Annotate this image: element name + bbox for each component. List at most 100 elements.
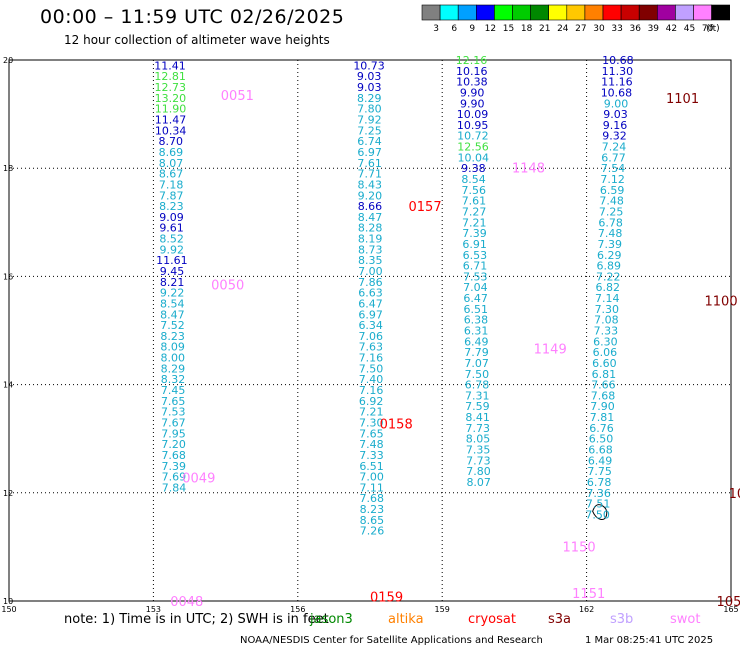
wave-height-value: 8.05 [466,433,491,446]
wave-height-value: 7.95 [161,427,186,440]
wave-height-value: 6.97 [358,308,383,321]
wave-height-value: 7.71 [357,168,382,181]
colorbar-swatch [530,4,549,21]
wave-height-value: 10.68 [601,86,633,99]
colorbar-label: 36 [629,24,641,34]
wave-height-value: 13.20 [155,92,187,105]
latitude-tick-label: 16 [3,272,13,281]
colorbar-label: 27 [575,24,586,34]
wave-height-value: 7.40 [359,373,384,386]
wave-height-value: 7.92 [357,114,382,127]
wave-height-value: 7.66 [591,379,616,392]
colorbar-legend: 3 6 9 12 15 18 21 24 27 30 33 36 39 42 45 70(ft) [421,4,730,34]
wave-height-value: 6.92 [359,395,384,408]
colorbar-swatch [638,4,658,21]
wave-height-value: 10.34 [155,124,187,137]
pass-time-label: 0049 [182,472,215,487]
wave-height-value: 6.71 [463,260,488,273]
wave-height-value: 7.45 [161,384,186,397]
wave-height-value: 11.47 [155,114,187,127]
longitude-tick-label: 165 [723,605,738,614]
wave-height-value: 8.09 [160,341,185,354]
pass-time-label: 0157 [409,200,442,215]
wave-height-value: 8.23 [160,330,185,343]
wave-height-value: 8.29 [161,362,186,375]
wave-height-value: 7.48 [359,438,384,451]
wave-height-value: 7.90 [590,400,615,413]
wave-height-value: 7.52 [160,319,185,332]
satellite-legend-jason3: jason3 [310,612,353,627]
colorbar-label: 45 [684,24,695,34]
colorbar-label: 12 [485,24,496,34]
wave-height-value: 6.38 [464,314,489,327]
wave-height-value: 7.59 [465,400,490,413]
wave-height-value: 8.32 [161,373,186,386]
wave-height-value: 7.73 [466,454,491,467]
wave-height-value: 6.74 [357,135,382,148]
wave-height-value: 6.50 [589,433,614,446]
wave-height-value: 8.23 [159,200,184,213]
colorbar-label: 6 [451,24,457,34]
altimeter-tracks: 11.4112.8112.7313.2011.9011.4710.348.708… [154,54,633,538]
wave-height-value: 6.77 [601,151,626,164]
pass-time-label: 1100 [705,295,738,310]
wave-height-value: 7.68 [161,449,186,462]
page-title: 00:00 – 11:59 UTC 02/26/2025 [40,6,345,28]
wave-height-value: 9.90 [460,97,485,110]
wave-height-value: 6.63 [358,287,383,300]
page-subtitle: 12 hour collection of altimeter wave hei… [64,33,330,47]
colorbar-swatch [620,4,640,21]
colorbar-swatch [475,4,495,21]
wave-height-value: 7.24 [602,141,627,154]
wave-height-value: 9.61 [159,222,184,235]
footer-note: note: 1) Time is in UTC; 2) SWH is in fe… [64,612,329,627]
wave-height-value: 9.16 [603,119,628,132]
wave-height-value: 8.07 [159,157,184,170]
wave-height-value: 6.78 [587,476,612,489]
wave-height-value: 6.51 [464,303,489,316]
colorbar-swatch [512,4,531,21]
wave-height-value: 7.39 [462,227,487,240]
colorbar-label: 42 [666,24,677,34]
wave-height-value: 7.30 [359,416,384,429]
wave-height-value: 9.22 [160,287,185,300]
colorbar-swatch [656,4,676,21]
wave-height-value: 10.73 [353,59,385,72]
pass-labels: 0051 0050 0049 0048 0157 0158 0159 1148 1149 1150… [170,89,740,610]
wave-height-value: 7.00 [358,265,383,278]
wave-height-value: 7.00 [359,471,384,484]
wave-height-value: 7.20 [161,438,186,451]
wave-height-value: 7.22 [596,270,621,283]
wave-height-value: 7.25 [357,124,382,137]
colorbar-swatch [548,4,568,21]
wave-height-value: 9.03 [357,81,382,94]
pass-time-label: 1151 [572,587,605,602]
wave-height-value: 6.34 [358,319,383,332]
wave-height-value: 11.61 [156,254,188,267]
wave-height-value: 8.70 [159,135,184,148]
pass-time-label: 0048 [170,595,203,610]
wave-height-value: 10.38 [456,76,488,89]
wave-height-value: 9.92 [160,243,185,256]
colorbar-label: 15 [503,24,514,34]
wave-height-value: 8.66 [358,200,383,213]
wave-height-value: 10.09 [457,108,489,121]
wave-height-value: 7.04 [463,281,488,294]
wave-height-value: 10.16 [456,65,488,78]
pass-time-label: 0050 [211,279,244,294]
wave-height-value: 7.30 [595,303,620,316]
wave-height-value: 9.09 [159,211,184,224]
wave-height-value: 8.29 [357,92,382,105]
wave-height-value: 7.75 [587,465,612,478]
wave-height-value: 7.53 [463,270,488,283]
grid-lines [8,59,732,602]
wave-height-value: 7.68 [360,492,385,505]
pass-time-label: 1149 [534,342,567,357]
wave-height-value: 8.67 [159,168,184,181]
wave-height-value: 7.81 [590,411,615,424]
wave-height-value: 7.73 [466,422,491,435]
satellite-legend-s3a: s3a [548,612,572,627]
wave-height-value: 9.20 [358,189,383,202]
wave-height-value: 12.56 [457,141,489,154]
wave-height-value: 8.28 [358,222,383,235]
